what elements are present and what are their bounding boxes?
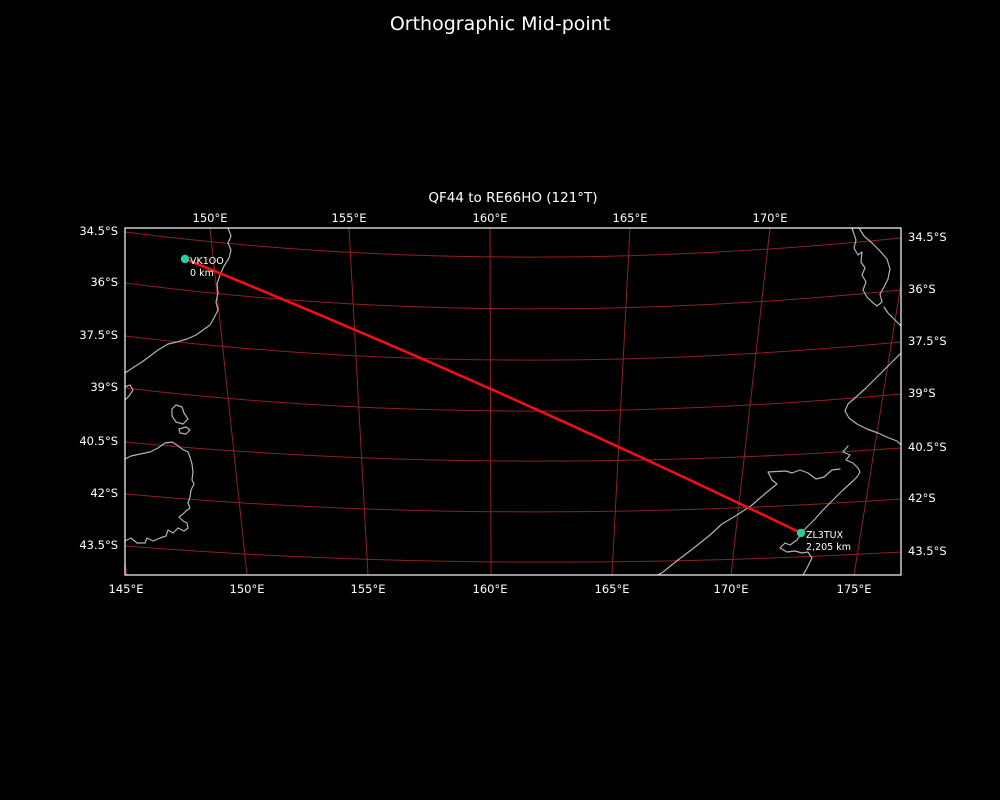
plot-frame (124, 227, 902, 576)
great-circle-path (183, 257, 803, 535)
map-subtitle: QF44 to RE66HO (121°T) (428, 190, 598, 206)
tick-label: 160°E (472, 211, 508, 225)
station-label: ZL3TUX 2,205 km (806, 530, 851, 554)
graticule-meridian (209, 228, 248, 575)
graticule-parallel (125, 282, 901, 310)
tick-label: 40.5°S (908, 440, 947, 454)
tick-label: 39°S (90, 380, 118, 394)
station-marker (796, 528, 806, 538)
coastline (178, 426, 191, 435)
graticule-parallel (125, 545, 901, 563)
tick-label: 155°E (350, 582, 386, 596)
station-callsign: VK1OO (190, 256, 224, 267)
tick-label: 36°S (90, 275, 118, 289)
tick-label: 39°S (908, 386, 936, 400)
tick-label: 170°E (752, 211, 788, 225)
tick-label: 37.5°S (79, 328, 118, 342)
tick-label: 43.5°S (908, 544, 947, 558)
graticule-parallel (125, 441, 901, 462)
graticule-meridian (611, 228, 631, 575)
tick-label: 150°E (192, 211, 228, 225)
tick-label: 175°E (836, 582, 872, 596)
figure-title: Orthographic Mid-point (389, 13, 611, 35)
coastline (125, 228, 232, 374)
station-distance: 0 km (190, 268, 214, 279)
tick-label: 42°S (90, 486, 118, 500)
tick-label: 145°E (108, 582, 144, 596)
graticule-parallel (125, 493, 901, 513)
tick-label: 155°E (331, 211, 367, 225)
tick-label: 43.5°S (79, 538, 118, 552)
coastline (844, 352, 901, 446)
tick-label: 34.5°S (79, 224, 118, 238)
station-label: VK1OO 0 km (190, 256, 224, 280)
coastline (779, 445, 861, 575)
tick-label: 42°S (908, 491, 936, 505)
coastline (851, 228, 891, 307)
tick-label: 165°E (594, 582, 630, 596)
tick-label: 40.5°S (79, 434, 118, 448)
graticule-meridian (348, 228, 369, 575)
station-distance: 2,205 km (806, 542, 851, 553)
graticule-meridian (489, 228, 492, 575)
graticule-parallel (125, 335, 901, 361)
coastline (657, 468, 841, 575)
coastline (883, 306, 901, 327)
tick-label: 170°E (713, 582, 749, 596)
tick-label: 37.5°S (908, 334, 947, 348)
tick-label: 160°E (472, 582, 508, 596)
tick-label: 34.5°S (908, 230, 947, 244)
graticule-parallel (125, 231, 901, 258)
tick-label: 36°S (908, 282, 936, 296)
coastline (125, 441, 195, 544)
tick-label: 165°E (612, 211, 648, 225)
tick-label: 150°E (229, 582, 265, 596)
coastline (171, 404, 189, 425)
station-marker (180, 254, 190, 264)
coastline (125, 384, 134, 401)
graticule-meridian (730, 228, 771, 575)
graticule-parallel (125, 387, 901, 412)
station-callsign: ZL3TUX (806, 530, 844, 541)
